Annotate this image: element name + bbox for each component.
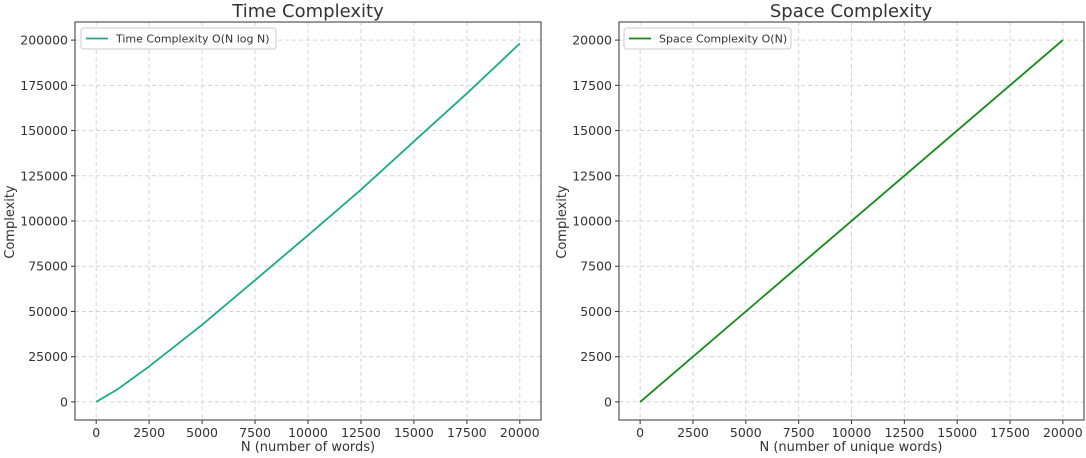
- y-tick-label: 17500: [572, 78, 612, 93]
- legend-entry: Time Complexity O(N log N): [115, 33, 270, 46]
- y-tick-label: 10000: [572, 214, 612, 229]
- y-tick-label: 0: [60, 394, 68, 409]
- plot-frame: [618, 21, 1085, 421]
- x-tick-label: 20000: [500, 425, 540, 440]
- legend: Time Complexity O(N log N): [80, 27, 277, 50]
- grid: [75, 22, 541, 420]
- x-tick-label: 0: [636, 425, 644, 440]
- space-complexity-line: [639, 39, 1064, 403]
- y-tick-label: 20000: [572, 33, 612, 48]
- x-tick-label: 7500: [783, 425, 815, 440]
- y-tick-label: 125000: [20, 168, 68, 183]
- x-tick-label: 7500: [239, 425, 271, 440]
- y-tick-label: 12500: [572, 168, 612, 183]
- y-tick-label: 50000: [28, 304, 68, 319]
- x-tick-label: 17500: [447, 425, 487, 440]
- y-tick-label: 0: [604, 394, 612, 409]
- y-tick-label: 25000: [28, 349, 68, 364]
- space-complexity-panel: Space Complexity 0 2500 5000 7500 10000 12500…: [555, 1, 1085, 455]
- y-axis-label: Complexity: [3, 185, 18, 259]
- y-tick-label: 150000: [20, 123, 68, 138]
- x-tick-label: 2500: [677, 425, 709, 440]
- legend-entry: Space Complexity O(N): [659, 33, 787, 46]
- x-tick-label: 10000: [832, 425, 872, 440]
- x-tick-label: 20000: [1043, 425, 1083, 440]
- y-tick-label: 2500: [580, 349, 612, 364]
- y-tick-label: 75000: [28, 259, 68, 274]
- y-tick-label: 5000: [580, 304, 612, 319]
- y-tick-label: 200000: [20, 33, 68, 48]
- plot-frame: [74, 21, 542, 421]
- y-tick-label: 7500: [580, 259, 612, 274]
- y-axis-label: Complexity: [555, 185, 570, 259]
- legend-box: [623, 27, 792, 50]
- chart-title: Space Complexity: [770, 1, 933, 22]
- x-tick-label: 12500: [884, 425, 924, 440]
- x-axis-label: N (number of words): [241, 440, 375, 455]
- x-tick-label: 17500: [990, 425, 1030, 440]
- x-tick-label: 5000: [186, 425, 218, 440]
- legend-box: [80, 27, 277, 50]
- y-tick-label: 175000: [20, 78, 68, 93]
- x-tick-label: 15000: [937, 425, 977, 440]
- x-tick-label: 2500: [133, 425, 165, 440]
- x-tick-label: 15000: [394, 425, 434, 440]
- time-complexity-panel: Time Complexity 0 2500 5000 7500 10000 12500 1…: [3, 1, 542, 455]
- time-complexity-line: [95, 42, 521, 403]
- chart-title: Time Complexity: [231, 1, 384, 22]
- y-tick-label: 100000: [20, 214, 68, 229]
- ticks: 0 2500 5000 7500 10000 12500 15000 17500 2000002…: [20, 33, 539, 440]
- x-tick-label: 12500: [341, 425, 381, 440]
- x-tick-label: 10000: [288, 425, 328, 440]
- legend: Space Complexity O(N): [623, 27, 792, 50]
- ticks: 0 2500 5000 7500 10000 12500 15000 17500 20000 0 2…: [572, 33, 1083, 440]
- y-tick-label: 15000: [572, 123, 612, 138]
- x-tick-label: 0: [92, 425, 100, 440]
- x-tick-label: 5000: [730, 425, 762, 440]
- x-axis-label: N (number of unique words): [760, 440, 943, 455]
